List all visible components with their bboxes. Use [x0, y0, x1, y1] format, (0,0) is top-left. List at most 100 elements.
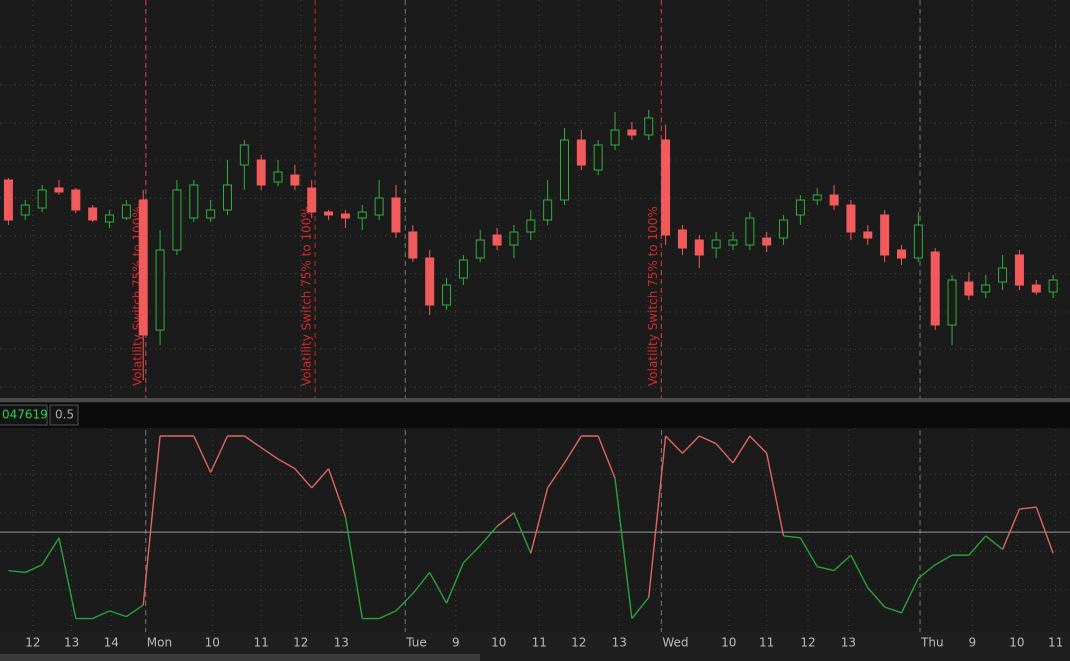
- indicator-segment: [766, 453, 785, 537]
- candle-body: [1048, 279, 1058, 293]
- candle-body: [981, 284, 991, 293]
- indicator-segment: [850, 554, 869, 589]
- indicator-segment: [563, 435, 582, 464]
- indicator-segment: [631, 596, 650, 619]
- candle-body: [846, 204, 856, 233]
- indicator-segment: [1019, 506, 1037, 510]
- candle-body: [1031, 284, 1041, 293]
- candle-body: [37, 189, 47, 209]
- candle-body: [391, 197, 401, 233]
- indicator-segment: [665, 435, 683, 454]
- indicator-segment: [277, 458, 296, 470]
- x-tick-label: 14: [104, 636, 119, 650]
- indicator-segment: [884, 606, 902, 614]
- x-tick-label: Tue: [405, 636, 427, 650]
- candle-body: [324, 211, 334, 216]
- x-tick-label: 12: [571, 636, 586, 650]
- candle-body: [155, 249, 165, 331]
- indicator-segment: [681, 435, 700, 454]
- candle-body: [20, 204, 30, 216]
- candle-body: [475, 239, 485, 259]
- indicator-segment: [985, 535, 1004, 550]
- panel-divider: [0, 398, 1070, 402]
- x-tick-label: 11: [1048, 636, 1063, 650]
- x-tick-label: 13: [841, 636, 856, 650]
- candle-body: [3, 179, 13, 221]
- candle-body: [340, 213, 350, 219]
- indicator-segment: [496, 512, 515, 527]
- candle-body: [694, 239, 704, 256]
- scrollbar[interactable]: [0, 654, 480, 661]
- indicator-segment: [968, 535, 987, 556]
- candle-body: [458, 259, 468, 279]
- candle-body: [290, 174, 300, 186]
- candle-body: [256, 159, 266, 186]
- candle-body: [492, 234, 502, 246]
- indicator-segment: [142, 435, 161, 606]
- candle-body: [964, 281, 974, 296]
- indicator-segment: [917, 564, 936, 579]
- threshold-label: 0.5: [55, 408, 74, 422]
- indicator-segment: [614, 478, 633, 619]
- x-tick-label: 11: [254, 636, 269, 650]
- candle-body: [222, 184, 232, 211]
- candle-body: [172, 189, 182, 251]
- indicator-segment: [378, 610, 397, 620]
- indicator-segment: [24, 564, 43, 574]
- x-tick-label: 10: [491, 636, 506, 650]
- indicator-segment: [1001, 508, 1021, 550]
- indicator-segment: [344, 516, 363, 619]
- indicator-segment: [530, 487, 549, 554]
- indicator-segment: [294, 468, 313, 489]
- legend-value: 047619: [2, 408, 48, 422]
- x-tick-label: 10: [1009, 636, 1024, 650]
- candle-body: [189, 184, 199, 219]
- candle-body: [543, 199, 553, 221]
- indicator-segment: [412, 571, 431, 595]
- indicator-segment: [597, 435, 616, 479]
- indicator-segment: [58, 537, 77, 619]
- indicator-segment: [209, 435, 229, 473]
- indicator-segment: [749, 435, 768, 454]
- indicator-segment: [8, 569, 26, 574]
- x-tick-label: Mon: [147, 636, 172, 650]
- indicator-segment: [41, 537, 60, 566]
- candle-body: [239, 144, 249, 166]
- indicator-segment: [513, 512, 532, 554]
- candle-body: [121, 204, 131, 219]
- indicator-segment: [193, 435, 212, 473]
- indicator-segment: [445, 562, 465, 604]
- candle-body: [105, 214, 115, 223]
- candle-body: [71, 189, 81, 211]
- annotation-label: Volatility Switch 75% to 100%: [300, 206, 314, 386]
- indicator-segment: [715, 443, 734, 464]
- candle-body: [1014, 254, 1024, 286]
- candle-body: [307, 187, 317, 213]
- indicator-segment: [311, 468, 330, 489]
- candle-body: [559, 139, 569, 201]
- candle-body: [880, 214, 890, 256]
- candle-body: [829, 194, 839, 206]
- indicator-segment: [934, 554, 953, 566]
- legend-box: [0, 404, 48, 426]
- candle-body: [947, 279, 957, 326]
- candle-body: [896, 249, 906, 259]
- indicator-segment: [699, 435, 717, 445]
- indicator-segment: [732, 435, 751, 464]
- candle-body: [711, 239, 721, 249]
- candle-body: [677, 229, 687, 249]
- threshold-box: [49, 404, 79, 426]
- candle-body: [425, 257, 435, 306]
- indicator-segment: [109, 610, 127, 618]
- candle-body: [54, 187, 64, 193]
- x-tick-label: 12: [800, 636, 815, 650]
- candle-body: [357, 211, 367, 219]
- candle-body: [408, 231, 418, 259]
- x-tick-label: 11: [532, 636, 547, 650]
- indicator-segment: [429, 572, 448, 604]
- candle-body: [610, 129, 620, 146]
- candle-body: [661, 139, 671, 236]
- annotation-label: Volatility Switch 75% to 100%: [646, 206, 660, 386]
